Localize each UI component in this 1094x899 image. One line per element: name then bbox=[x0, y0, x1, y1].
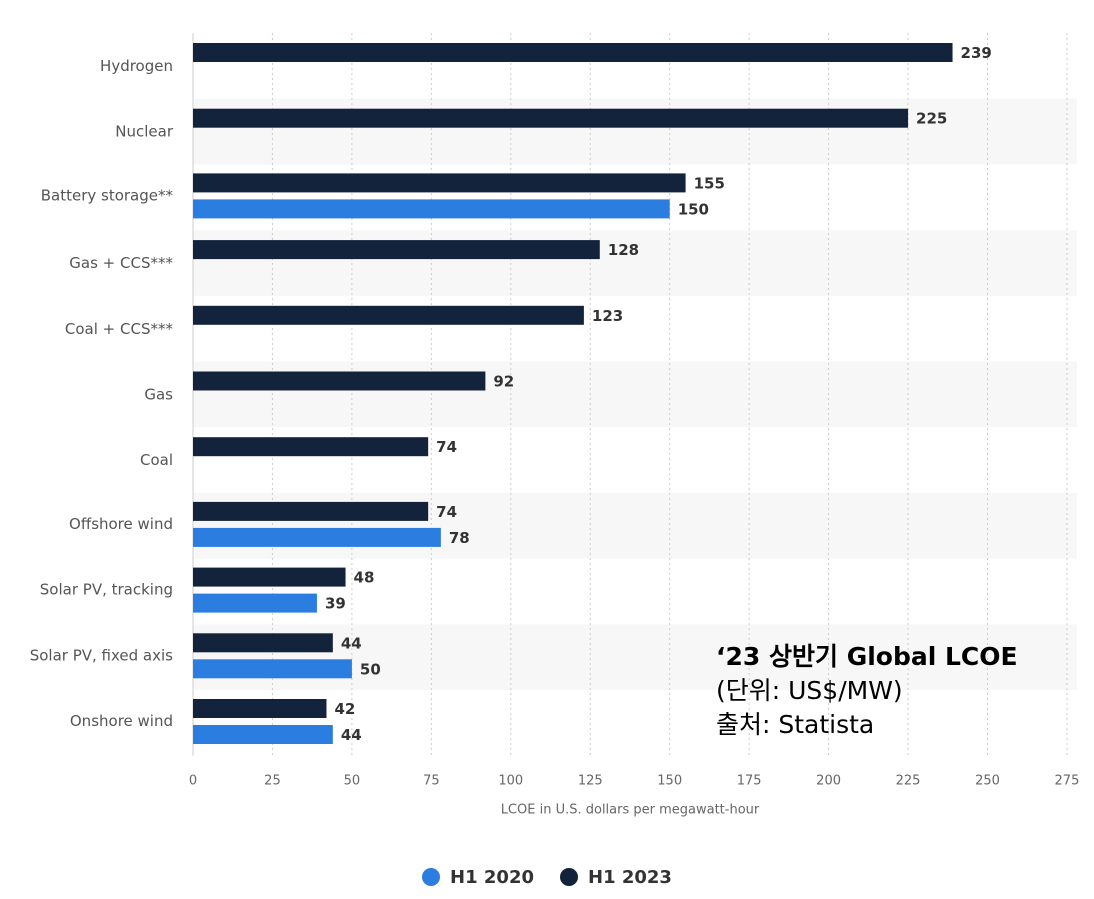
x-tick-label: 100 bbox=[498, 774, 523, 789]
category-label: Onshore wind bbox=[70, 712, 173, 730]
data-label-h1-2023: 225 bbox=[916, 110, 947, 128]
x-tick-label: 150 bbox=[657, 774, 682, 789]
bar-h1-2023[interactable] bbox=[193, 501, 429, 521]
category-label: Gas + CCS*** bbox=[69, 254, 173, 272]
bar-h1-2023[interactable] bbox=[193, 371, 486, 391]
bar-h1-2023[interactable] bbox=[193, 699, 327, 718]
row-band bbox=[193, 361, 1077, 428]
category-label: Nuclear bbox=[115, 123, 174, 141]
legend-item-h1-2020[interactable]: H1 2020 bbox=[422, 867, 534, 888]
gridlines bbox=[271, 33, 1068, 756]
bar-h1-2023[interactable] bbox=[193, 567, 346, 587]
annotation-source: 출처: Statista bbox=[716, 710, 875, 739]
row-band bbox=[193, 230, 1077, 296]
category-label: Solar PV, tracking bbox=[40, 581, 173, 599]
legend: H1 2020 H1 2023 bbox=[0, 862, 1094, 892]
category-label: Offshore wind bbox=[69, 515, 173, 533]
chart-annotation: ‘23 상반기 Global LCOE (단위: US$/MW) 출처: Sta… bbox=[716, 640, 1018, 742]
category-label: Coal + CCS*** bbox=[65, 320, 174, 338]
bar-h1-2023[interactable] bbox=[193, 43, 953, 62]
data-label-h1-2020: 78 bbox=[449, 529, 470, 547]
x-tick-label: 75 bbox=[423, 774, 440, 789]
data-label-h1-2020: 39 bbox=[325, 595, 346, 613]
x-tick-label: 225 bbox=[896, 774, 921, 789]
data-label-h1-2023: 155 bbox=[694, 174, 725, 192]
data-label-h1-2023: 74 bbox=[436, 503, 457, 521]
bar-h1-2020[interactable] bbox=[193, 199, 670, 219]
x-tick-label: 200 bbox=[816, 774, 841, 789]
data-label-h1-2023: 92 bbox=[493, 373, 514, 391]
data-label-h1-2020: 50 bbox=[360, 660, 381, 678]
bar-h1-2023[interactable] bbox=[193, 173, 686, 193]
data-label-h1-2023: 128 bbox=[608, 241, 639, 259]
x-axis-title: LCOE in U.S. dollars per megawatt-hour bbox=[501, 803, 760, 818]
data-label-h1-2023: 48 bbox=[354, 569, 375, 587]
bars bbox=[193, 43, 953, 744]
annotation-title: ‘23 상반기 Global LCOE bbox=[716, 642, 1018, 671]
bar-chart: Hydrogen Nuclear Battery storage** Gas + CC… bbox=[30, 33, 1080, 818]
data-label-h1-2020: 150 bbox=[678, 200, 709, 218]
category-label: Battery storage** bbox=[41, 186, 174, 204]
x-tick-label: 275 bbox=[1055, 774, 1080, 789]
row-band bbox=[193, 624, 1077, 690]
row-bands bbox=[193, 98, 1077, 690]
bar-h1-2023[interactable] bbox=[193, 108, 909, 128]
category-label: Gas bbox=[144, 386, 173, 404]
category-labels: Hydrogen Nuclear Battery storage** Gas + CC… bbox=[30, 57, 174, 730]
legend-label-h1-2023: H1 2023 bbox=[588, 866, 672, 888]
x-tick-label: 25 bbox=[264, 774, 281, 789]
row-band bbox=[193, 98, 1077, 165]
x-tick-labels: 0 25 50 75 100 125 150 175 200 225 250 275 bbox=[189, 774, 1080, 789]
data-label-h1-2023: 44 bbox=[341, 634, 362, 652]
category-label: Hydrogen bbox=[100, 57, 173, 75]
data-label-h1-2020: 44 bbox=[341, 726, 362, 744]
x-tick-label: 175 bbox=[737, 774, 762, 789]
data-label-h1-2023: 123 bbox=[592, 307, 623, 325]
bar-h1-2023[interactable] bbox=[193, 305, 584, 325]
data-label-h1-2023: 42 bbox=[334, 700, 355, 718]
x-tick-label: 250 bbox=[975, 774, 1000, 789]
bar-h1-2020[interactable] bbox=[193, 593, 317, 613]
bar-h1-2020[interactable] bbox=[193, 527, 441, 547]
legend-dot-h1-2023 bbox=[560, 868, 578, 886]
category-label: Coal bbox=[140, 451, 173, 469]
bar-h1-2020[interactable] bbox=[193, 725, 333, 744]
bar-h1-2023[interactable] bbox=[193, 240, 600, 260]
x-tick-label: 50 bbox=[344, 774, 361, 789]
x-tick-label: 0 bbox=[189, 774, 197, 789]
data-label-h1-2023: 239 bbox=[961, 44, 992, 62]
legend-label-h1-2020: H1 2020 bbox=[450, 866, 534, 888]
x-tick-label: 125 bbox=[578, 774, 603, 789]
bar-h1-2023[interactable] bbox=[193, 633, 333, 653]
legend-dot-h1-2020 bbox=[422, 868, 441, 886]
value-labels: 239 225 155 150 128 123 92 74 74 78 48 39 44 50 42 44 bbox=[325, 44, 992, 744]
data-label-h1-2023: 74 bbox=[436, 438, 457, 456]
legend-item-h1-2023[interactable]: H1 2023 bbox=[560, 867, 672, 888]
bar-h1-2020[interactable] bbox=[193, 659, 352, 679]
category-label: Solar PV, fixed axis bbox=[30, 646, 173, 664]
annotation-unit: (단위: US$/MW) bbox=[716, 676, 903, 705]
bar-h1-2023[interactable] bbox=[193, 437, 429, 457]
